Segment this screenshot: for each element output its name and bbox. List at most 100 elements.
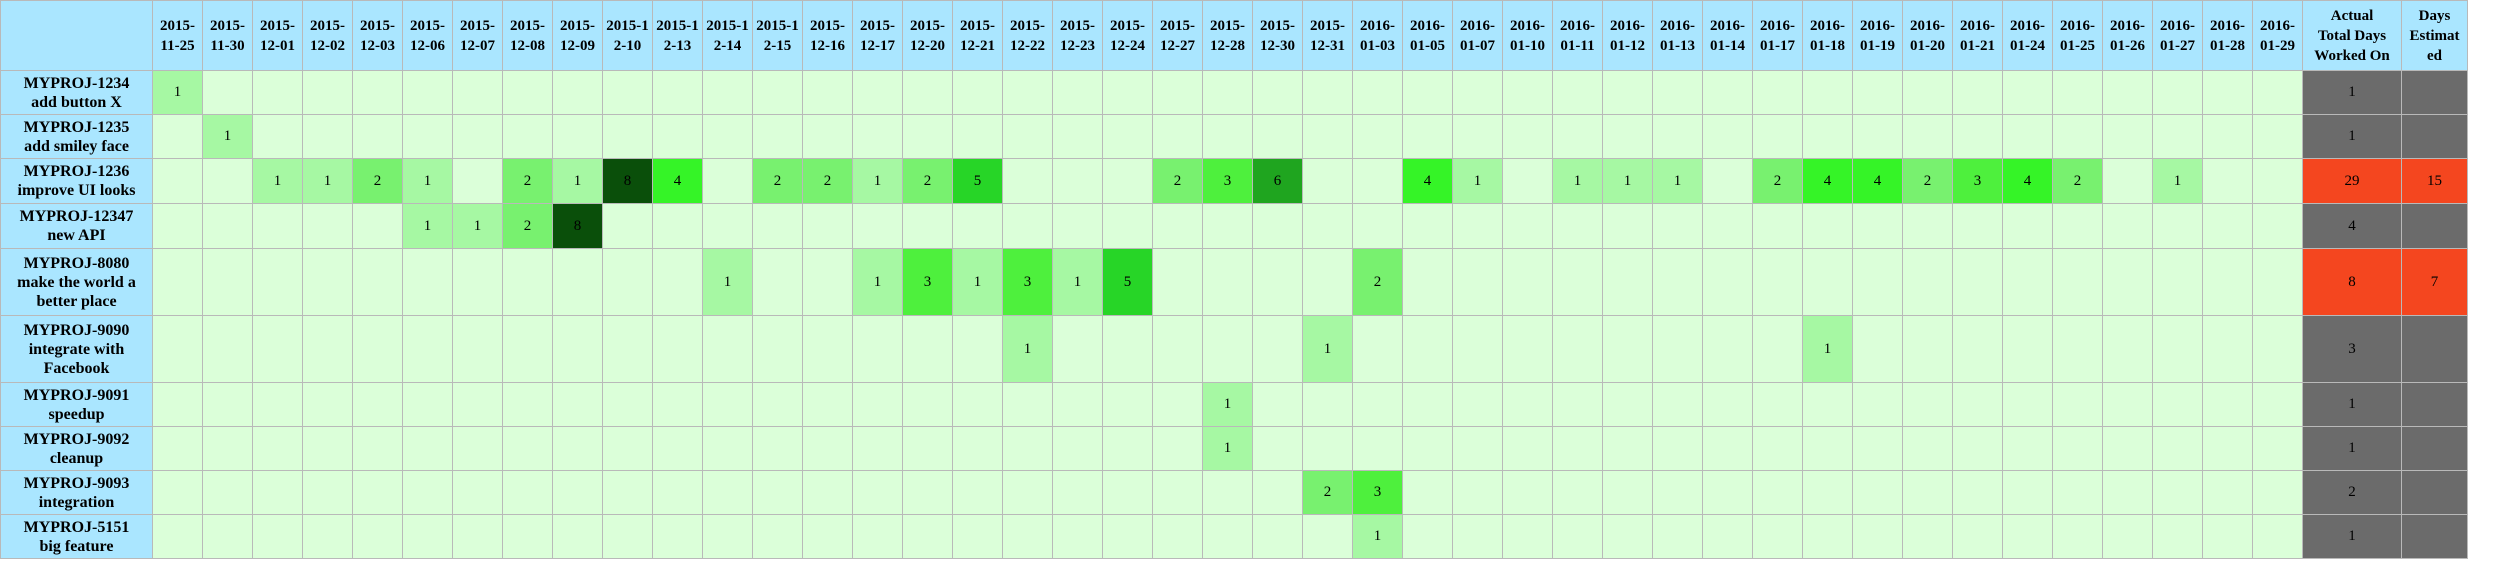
day-cell [2002, 470, 2053, 515]
header-text-line: 2016- [1960, 17, 1995, 34]
day-cell [552, 315, 603, 383]
day-hours-cell: 3 [1352, 470, 1403, 515]
day-cell [2152, 382, 2203, 427]
day-cell [1102, 315, 1153, 383]
day-hours-cell: 2 [1902, 158, 1953, 204]
day-cell [1702, 158, 1753, 204]
header-text-line: 01-12 [1610, 37, 1645, 54]
day-cell [652, 514, 703, 559]
days-estimated-cell [2401, 470, 2468, 515]
day-cell [852, 203, 903, 249]
day-cell [1102, 426, 1153, 471]
day-hours-cell: 1 [1202, 382, 1253, 427]
day-cell [1902, 70, 1953, 115]
day-cell [1952, 514, 2003, 559]
header-text-line: 2015- [210, 17, 245, 34]
day-cell [2252, 114, 2303, 159]
date-header: 2016- 01-21 [1952, 0, 2003, 71]
day-cell [502, 382, 553, 427]
day-cell [252, 426, 303, 471]
day-hours-cell: 1 [1652, 158, 1703, 204]
day-cell [652, 203, 703, 249]
day-cell [1852, 203, 1903, 249]
header-text-line: 11-25 [160, 37, 195, 54]
task-label: MYPROJ-12347 new API [0, 203, 153, 249]
day-cell [1802, 382, 1853, 427]
day-cell [1202, 70, 1253, 115]
day-cell [1752, 315, 1803, 383]
day-cell [902, 70, 953, 115]
header-text-line: 2015- [1110, 17, 1145, 34]
header-text-line: 2-10 [613, 37, 642, 54]
day-cell [152, 203, 203, 249]
day-cell [1452, 70, 1503, 115]
day-cell [2152, 114, 2203, 159]
day-cell [1202, 114, 1253, 159]
day-cell [452, 70, 503, 115]
days-estimated-cell: 7 [2401, 248, 2468, 316]
task-id: MYPROJ-1236 [23, 163, 130, 180]
day-cell [702, 70, 753, 115]
day-cell [1452, 382, 1503, 427]
day-cell [2252, 203, 2303, 249]
day-cell [1602, 315, 1653, 383]
day-cell [302, 514, 353, 559]
day-cell [1302, 248, 1353, 316]
day-cell [452, 315, 503, 383]
day-cell [1752, 382, 1803, 427]
date-header: 2015- 12-09 [552, 0, 603, 71]
day-cell [652, 70, 703, 115]
day-cell [352, 514, 403, 559]
day-cell [1552, 382, 1603, 427]
day-cell [252, 248, 303, 316]
date-header: 2016- 01-11 [1552, 0, 1603, 71]
day-cell [552, 426, 603, 471]
day-cell [352, 248, 403, 316]
day-cell [1602, 70, 1653, 115]
day-cell [1652, 382, 1703, 427]
day-cell [702, 470, 753, 515]
day-cell [1852, 470, 1903, 515]
day-cell [1902, 248, 1953, 316]
day-cell [902, 470, 953, 515]
header-text-line: 01-07 [1460, 37, 1495, 54]
header-text-line: 2015- [1060, 17, 1095, 34]
day-cell [1802, 470, 1853, 515]
day-hours-cell: 1 [1452, 158, 1503, 204]
day-hours-cell: 6 [1252, 158, 1303, 204]
header-text-line: 2016- [1660, 17, 1695, 34]
day-cell [502, 315, 553, 383]
date-header: 2016- 01-18 [1802, 0, 1853, 71]
task-id: MYPROJ-9091 [23, 386, 130, 404]
task-description: add button X [31, 93, 122, 111]
day-cell [1002, 70, 1053, 115]
day-cell [802, 114, 853, 159]
date-header: 2015- 12-08 [502, 0, 553, 71]
day-cell [152, 514, 203, 559]
header-text-line: 2016- [1710, 17, 1745, 34]
day-cell [1352, 70, 1403, 115]
day-hours-cell: 1 [1002, 315, 1053, 383]
task-description: Facebook [43, 359, 110, 377]
day-cell [452, 158, 503, 204]
day-cell [552, 248, 603, 316]
header-text-line: 12-06 [410, 37, 445, 54]
day-cell [1802, 70, 1853, 115]
header-text-line: 2016- [1360, 17, 1395, 34]
day-cell [802, 470, 853, 515]
date-header: 2015- 12-06 [402, 0, 453, 71]
day-cell [1502, 248, 1553, 316]
header-text-line: 2016- [2210, 17, 2245, 34]
day-cell [1752, 203, 1803, 249]
task-description: integration [38, 493, 115, 511]
header-text-line: 2-15 [763, 37, 792, 54]
day-hours-cell: 1 [1602, 158, 1653, 204]
day-cell [1852, 426, 1903, 471]
day-hours-cell: 2 [902, 158, 953, 204]
day-cell [1552, 70, 1603, 115]
day-cell [1102, 70, 1153, 115]
day-cell [352, 114, 403, 159]
date-header: 2016- 01-07 [1452, 0, 1503, 71]
day-cell [1452, 114, 1503, 159]
header-text-line: 12-09 [560, 37, 595, 54]
